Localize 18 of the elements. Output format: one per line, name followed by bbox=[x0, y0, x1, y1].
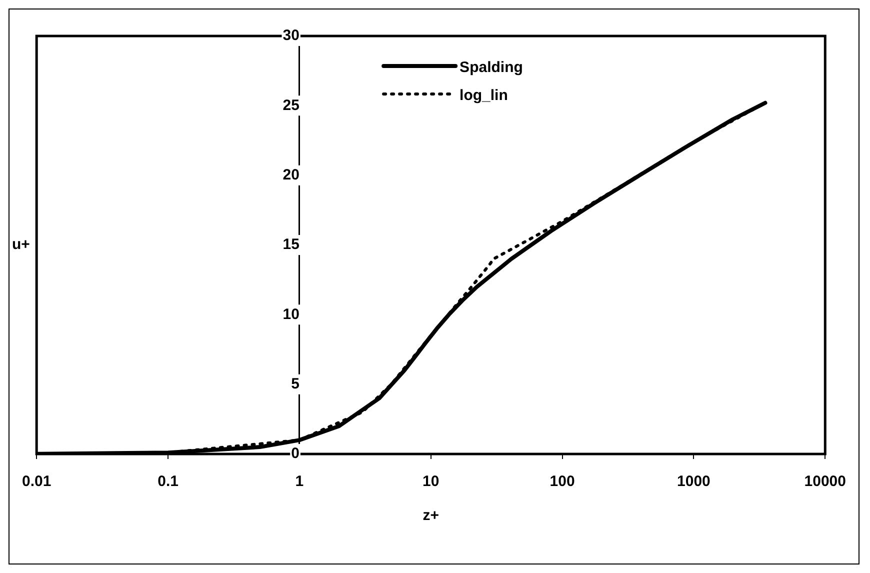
y-tick-label: 15 bbox=[282, 236, 300, 254]
x-tick-label: 0.1 bbox=[158, 473, 178, 490]
legend-label: Spalding bbox=[460, 59, 523, 76]
x-tick-label: 10 bbox=[422, 473, 440, 490]
y-tick-label: 5 bbox=[291, 375, 300, 392]
x-tick-label: 10000 bbox=[804, 473, 846, 490]
x-tick-label: 100 bbox=[550, 473, 575, 490]
legend-label: log_lin bbox=[460, 87, 508, 104]
y-tick-label: 30 bbox=[282, 27, 300, 44]
y-axis-title: u+ bbox=[12, 236, 30, 254]
y-tick-label: 0 bbox=[291, 445, 300, 462]
y-tick-label: 10 bbox=[282, 306, 300, 323]
x-tick-label: 1 bbox=[295, 473, 304, 490]
x-tick-label: 0.01 bbox=[22, 473, 52, 490]
x-axis-title: z+ bbox=[422, 507, 440, 524]
y-tick-label: 25 bbox=[282, 96, 300, 114]
x-tick-label: 1000 bbox=[677, 473, 710, 490]
y-tick-label: 20 bbox=[282, 166, 300, 184]
